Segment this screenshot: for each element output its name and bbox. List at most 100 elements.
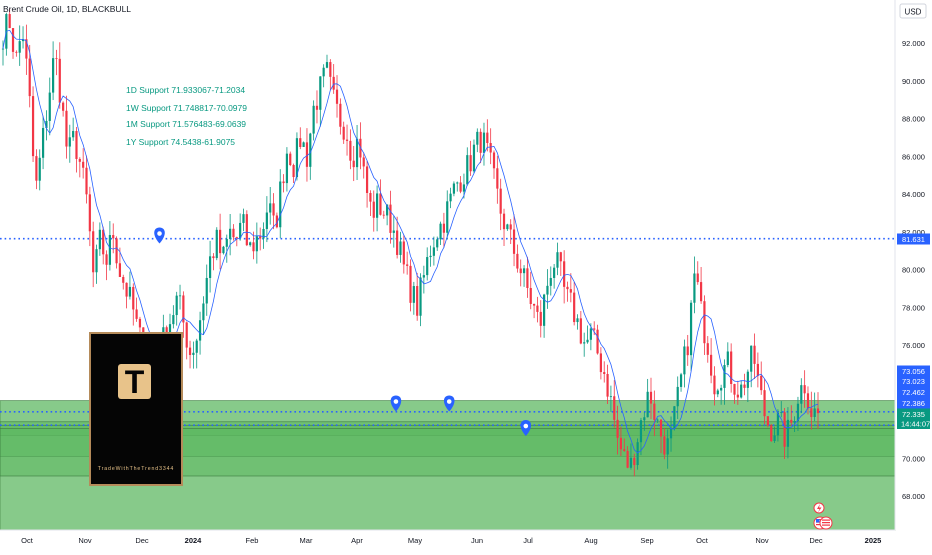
candle-body <box>185 322 188 348</box>
event-marker-icon[interactable] <box>520 420 532 437</box>
candle-body <box>295 138 299 178</box>
candle-body <box>472 144 476 172</box>
candle-body <box>38 157 41 181</box>
candle-body <box>609 396 613 398</box>
candle-body <box>72 131 75 138</box>
candle-body <box>392 230 395 233</box>
candle-body <box>606 373 609 397</box>
price-label[interactable]: 72.386 <box>897 397 930 409</box>
x-tick-label: Feb <box>246 536 259 545</box>
price-label[interactable]: 81.631 <box>897 233 930 245</box>
candle-body <box>446 201 449 233</box>
candle-body <box>783 412 786 447</box>
candle-body <box>416 286 419 316</box>
candle-body <box>516 253 519 269</box>
candle-body <box>456 182 459 184</box>
candle-body <box>436 239 439 248</box>
candle-body <box>449 193 452 202</box>
candle-body <box>112 235 115 239</box>
candle-body <box>62 102 65 111</box>
candle-body <box>743 384 746 388</box>
y-tick-label: 80.000 <box>902 266 925 275</box>
candle-body <box>720 387 723 391</box>
candle-body <box>646 391 649 418</box>
x-tick-label: 2025 <box>865 536 882 545</box>
us-flag-icon-2[interactable] <box>819 516 833 530</box>
candle-body <box>399 241 402 255</box>
candle-body <box>88 194 91 232</box>
candle-body <box>272 203 275 216</box>
price-label-text: 81.631 <box>902 235 925 244</box>
currency-box[interactable] <box>899 3 927 19</box>
candle-body <box>242 214 245 223</box>
candle-body <box>476 131 479 145</box>
price-label[interactable]: 72.462 <box>897 386 930 398</box>
candle-body <box>506 224 509 230</box>
x-tick-label: Dec <box>135 536 149 545</box>
flash-icon[interactable] <box>813 502 825 514</box>
symbol-title: Brent Crude Oil, 1D, BLACKBULL <box>3 4 131 14</box>
x-tick-label: Oct <box>696 536 709 545</box>
price-label[interactable]: 73.023 <box>897 375 930 387</box>
price-label-text: 72.386 <box>902 399 925 408</box>
candle-body <box>21 39 25 42</box>
x-tick-label: Aug <box>584 536 597 545</box>
event-marker-icon[interactable] <box>443 395 455 412</box>
y-tick-label: 70.000 <box>902 454 925 463</box>
candle-body <box>41 127 45 158</box>
candle-body <box>489 143 492 153</box>
candle-body <box>543 294 546 326</box>
price-label-text: 73.023 <box>902 377 925 386</box>
candle-body <box>198 320 202 341</box>
candle-body <box>292 165 295 178</box>
candle-body <box>529 287 532 305</box>
candle-body <box>756 363 759 376</box>
candle-body <box>25 39 28 59</box>
candle-body <box>182 295 185 323</box>
candle-body <box>512 229 516 254</box>
candle-body <box>389 204 392 233</box>
candle-body <box>469 155 472 172</box>
candle-body <box>499 188 502 214</box>
price-label-text: 72.335 <box>902 410 925 419</box>
x-tick-label: Nov <box>78 536 92 545</box>
candle-body <box>653 403 656 420</box>
candle-body <box>345 139 349 141</box>
candle-body <box>11 28 15 52</box>
y-tick-label: 78.000 <box>902 303 925 312</box>
candle-body <box>122 277 125 283</box>
candle-body <box>239 222 242 239</box>
event-marker-icon[interactable] <box>154 227 165 244</box>
candle-body <box>703 301 706 344</box>
candle-body <box>68 137 71 147</box>
logo-letter: T <box>125 364 145 400</box>
candle-body <box>733 384 736 395</box>
candle-body <box>593 328 596 330</box>
candle-body <box>586 339 589 343</box>
candle-body <box>35 156 38 181</box>
event-marker-icon[interactable] <box>390 395 402 412</box>
candle-body <box>740 384 743 398</box>
candle-body <box>502 213 506 230</box>
candle-body <box>98 229 101 250</box>
candle-body <box>365 166 369 194</box>
price-label[interactable]: 72.335 <box>897 408 930 420</box>
candle-body <box>55 58 58 59</box>
candle-body <box>563 261 566 287</box>
candle-body <box>262 228 265 239</box>
candle-body <box>75 131 78 159</box>
candle-body <box>556 252 559 268</box>
candle-body <box>279 181 282 228</box>
candle-body <box>355 138 359 168</box>
candle-body <box>289 153 292 166</box>
candle-body <box>583 342 586 344</box>
candle-body <box>95 249 98 273</box>
x-tick-label: May <box>408 536 422 545</box>
candle-body <box>649 391 653 404</box>
candle-body <box>699 282 703 302</box>
candle-body <box>202 303 205 321</box>
candle-body <box>659 419 663 437</box>
price-label[interactable]: 73.056 <box>897 365 930 377</box>
candle-body <box>633 457 636 466</box>
